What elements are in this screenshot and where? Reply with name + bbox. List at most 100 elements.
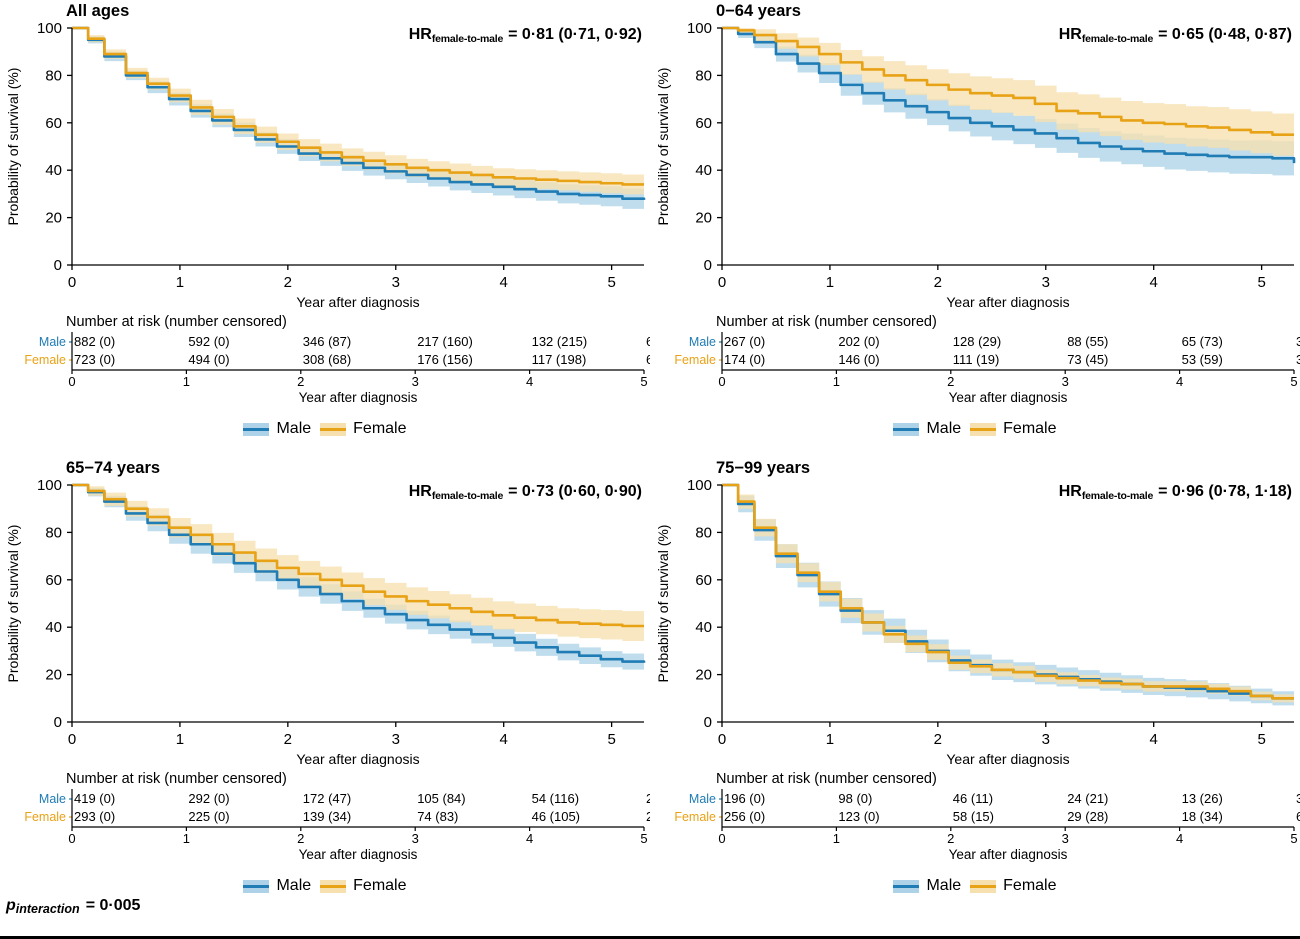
risk-cell: 346 (87) <box>303 334 351 349</box>
legend-line <box>970 427 997 431</box>
legend: Male Female <box>0 877 650 895</box>
p-interaction-value: = 0·005 <box>85 897 141 914</box>
x-tick-label: 0 <box>68 731 76 748</box>
risk-cell: 31 (78) <box>1296 352 1300 367</box>
legend-item-male[interactable]: Male <box>243 877 311 895</box>
risk-cell: 723 (0) <box>74 352 115 367</box>
survival-curve-male <box>722 26 1296 164</box>
risk-cell: 292 (0) <box>188 791 229 806</box>
risk-x-axis-title: Year after diagnosis <box>949 847 1068 862</box>
legend-label-male: Male <box>926 420 962 437</box>
risk-cell: 202 (0) <box>838 334 879 349</box>
risk-cell: 29 (28) <box>1067 809 1108 824</box>
y-tick-label: 40 <box>695 619 712 636</box>
x-tick-label: 5 <box>1257 274 1265 291</box>
risk-cell: 54 (116) <box>532 791 579 806</box>
risk-table-header: Number at risk (number censored) <box>716 771 937 787</box>
risk-cell: 256 (0) <box>724 809 765 824</box>
risk-x-tick-label: 2 <box>947 374 954 389</box>
p-interaction: pinteraction = 0·005 <box>6 897 141 916</box>
risk-cell: 176 (156) <box>417 352 473 367</box>
hr-subscript: female-to-male <box>431 33 504 45</box>
risk-cell: 225 (0) <box>188 809 229 824</box>
risk-cell: 293 (0) <box>74 809 115 824</box>
risk-x-tick-label: 3 <box>1062 374 1069 389</box>
risk-cell: 196 (0) <box>724 791 765 806</box>
legend-item-male[interactable]: Male <box>243 420 311 438</box>
risk-x-tick-label: 4 <box>526 374 533 389</box>
x-tick-label: 2 <box>934 731 942 748</box>
hazard-ratio-annotation: HRfemale-to-male = 0·73 (0·60, 0·90) <box>409 483 642 502</box>
hr-prefix: HR <box>1058 26 1082 43</box>
risk-x-tick-label: 5 <box>1290 831 1297 846</box>
y-tick-label: 40 <box>45 162 62 179</box>
panel-0-64-years: 0−64 years HRfemale-to-male = 0·65 (0·48, … <box>650 0 1300 455</box>
x-axis-title: Year after diagnosis <box>946 294 1069 310</box>
legend-item-female[interactable]: Female <box>320 420 407 438</box>
y-tick-label: 60 <box>695 115 712 132</box>
legend-label-female: Female <box>353 420 407 437</box>
x-tick-label: 2 <box>284 274 292 291</box>
legend-item-female[interactable]: Female <box>320 877 407 895</box>
legend-key-male-icon <box>243 879 270 893</box>
hr-value: = 0·73 (0·60, 0·90) <box>508 483 642 500</box>
hazard-ratio-annotation: HRfemale-to-male = 0·65 (0·48, 0·87) <box>1058 26 1292 45</box>
hr-subscript: female-to-male <box>1081 490 1154 502</box>
risk-row-label-female: Female <box>24 810 66 824</box>
risk-cell: 6 (44) <box>1296 809 1300 824</box>
risk-x-tick-label: 0 <box>68 374 75 389</box>
legend: Male Female <box>0 420 650 438</box>
x-axis-title: Year after diagnosis <box>296 294 419 310</box>
y-tick-label: 60 <box>695 572 712 589</box>
x-tick-label: 4 <box>500 731 508 748</box>
y-tick-label: 60 <box>45 572 62 589</box>
risk-cell: 105 (84) <box>417 791 465 806</box>
risk-row-label-male: Male <box>689 335 716 349</box>
hr-prefix: HR <box>408 26 432 43</box>
y-axis-title: Probability of survival (%) <box>655 525 671 683</box>
hazard-ratio-annotation: HRfemale-to-male = 0·81 (0·71, 0·92) <box>408 26 642 45</box>
legend-label-female: Female <box>1003 420 1057 437</box>
y-tick-label: 60 <box>45 115 62 132</box>
confidence-band-female <box>72 28 644 195</box>
risk-x-axis-title: Year after diagnosis <box>299 390 418 405</box>
legend-item-female[interactable]: Female <box>970 420 1057 438</box>
legend-label-female: Female <box>353 877 407 894</box>
y-tick-label: 0 <box>54 257 62 274</box>
legend-item-female[interactable]: Female <box>970 877 1057 895</box>
risk-x-axis-title: Year after diagnosis <box>299 847 418 862</box>
x-tick-label: 0 <box>718 731 726 748</box>
panel-title: 0−64 years <box>716 2 801 20</box>
legend-label-female: Female <box>1003 877 1057 894</box>
risk-cell: 13 (26) <box>1182 791 1223 806</box>
legend: Male Female <box>650 877 1300 895</box>
risk-cell: 308 (68) <box>303 352 351 367</box>
legend-item-male[interactable]: Male <box>893 877 961 895</box>
legend-key-male-icon <box>893 422 920 436</box>
risk-cell: 146 (0) <box>838 352 879 367</box>
risk-x-tick-label: 2 <box>297 374 304 389</box>
legend-line <box>893 884 920 888</box>
x-tick-label: 1 <box>826 731 834 748</box>
legend-key-female-icon <box>320 422 347 436</box>
risk-x-tick-label: 5 <box>640 831 647 846</box>
x-tick-label: 1 <box>826 274 834 291</box>
survival-curve-female <box>722 26 1294 136</box>
risk-x-tick-label: 4 <box>526 831 533 846</box>
risk-row-label-female: Female <box>24 353 66 367</box>
risk-cell: 23 (125) <box>646 809 650 824</box>
risk-cell: 46 (105) <box>532 809 580 824</box>
legend-item-male[interactable]: Male <box>893 420 961 438</box>
x-tick-label: 1 <box>176 731 184 748</box>
y-tick-label: 80 <box>45 67 62 84</box>
survival-curve-female <box>72 483 644 628</box>
y-axis-title: Probability of survival (%) <box>5 68 21 226</box>
risk-x-tick-label: 4 <box>1176 374 1183 389</box>
risk-x-tick-label: 1 <box>833 374 840 389</box>
y-tick-label: 20 <box>695 210 712 227</box>
y-tick-label: 100 <box>37 477 62 494</box>
risk-cell: 132 (215) <box>532 334 588 349</box>
risk-row-label-male: Male <box>689 792 716 806</box>
x-tick-label: 5 <box>1257 731 1265 748</box>
